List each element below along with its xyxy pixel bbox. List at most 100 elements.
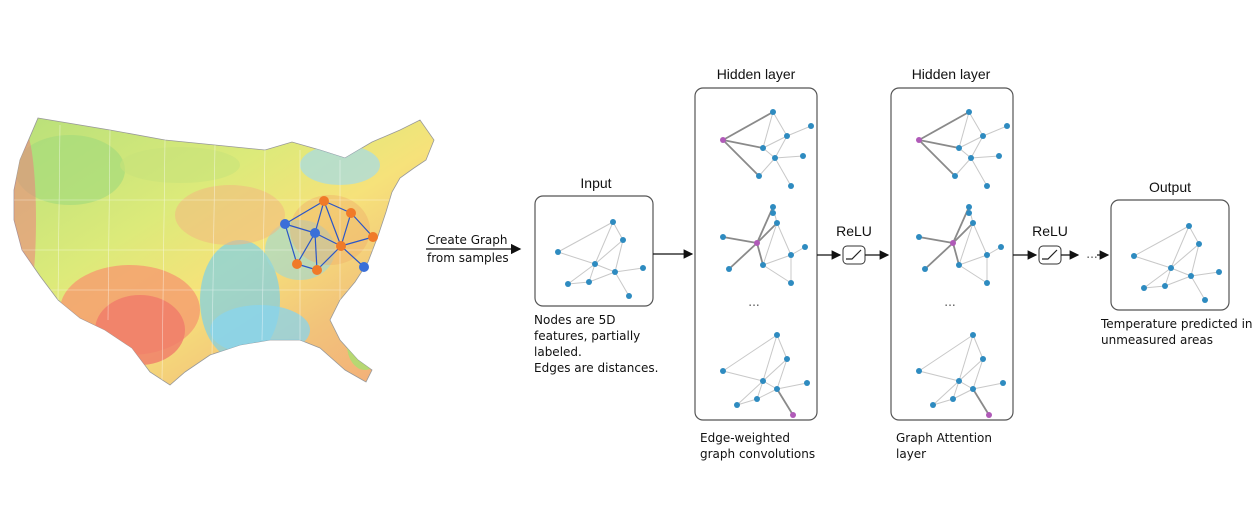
- graph-node: [626, 293, 632, 299]
- state-borders: [14, 124, 392, 381]
- graph-edge: [594, 263, 616, 273]
- graph-edge: [588, 271, 616, 283]
- graph-edge: [774, 157, 792, 187]
- output-graph: [1131, 223, 1222, 303]
- graph-node: [804, 380, 810, 386]
- hidden-layer-1: Hidden layer ...: [694, 66, 818, 421]
- graph-node: [970, 332, 976, 338]
- graph-node: [612, 269, 618, 275]
- graph-edge: [758, 157, 776, 177]
- hidden1-ellipsis: ...: [748, 295, 759, 309]
- graph-node: [726, 266, 732, 272]
- graph-node: [1216, 269, 1222, 275]
- highlighted-graph-node: [720, 137, 726, 143]
- graph-edge: [918, 111, 970, 141]
- graph-edge: [1170, 243, 1200, 269]
- graph-node: [984, 183, 990, 189]
- graph-edge: [918, 370, 960, 382]
- graph-edge: [958, 264, 988, 284]
- graph-edge: [736, 380, 764, 406]
- graph-edge: [786, 125, 812, 137]
- graph-node: [760, 262, 766, 268]
- graph-edge: [918, 139, 956, 177]
- hidden1-caption-line: graph convolutions: [700, 447, 816, 461]
- graph-edge: [567, 281, 590, 285]
- hidden1-graph-2: [720, 204, 808, 286]
- graph-edge: [958, 135, 984, 149]
- graph-edge: [722, 139, 760, 177]
- input-box: [534, 195, 654, 307]
- graph-edge: [776, 222, 792, 256]
- graph-node: [996, 153, 1002, 159]
- graph-node: [610, 219, 616, 225]
- graph-edge: [722, 370, 764, 382]
- graph-edge: [970, 155, 1000, 159]
- relu1-box: [842, 245, 866, 265]
- graph-edge: [958, 111, 970, 149]
- graph-edge: [1133, 225, 1190, 257]
- graph-node: [565, 281, 571, 287]
- hidden1-caption: Edge-weighted graph convolutions: [700, 430, 840, 462]
- graph-edge: [756, 242, 764, 266]
- hidden1-caption-line: Edge-weighted: [700, 431, 790, 445]
- hidden2-caption-line: Graph Attention: [896, 431, 993, 445]
- arrow-label-line1: Create Graph: [427, 233, 508, 247]
- input-caption-line: Edges are distances.: [534, 361, 659, 375]
- graph-node: [774, 386, 780, 392]
- graph-edge: [970, 157, 988, 187]
- hidden2-box: [890, 87, 1014, 421]
- graph-edge: [968, 111, 984, 137]
- graph-node: [966, 109, 972, 115]
- graph-node: [1188, 273, 1194, 279]
- graph-edge: [1164, 275, 1192, 287]
- graph-node: [772, 155, 778, 161]
- map-node: [336, 241, 346, 251]
- input-panel: Input: [534, 175, 654, 307]
- relu2-activation-icon: [1042, 249, 1058, 260]
- output-title: Output: [1149, 179, 1191, 195]
- graph-edge: [1190, 271, 1220, 277]
- graph-edge: [756, 222, 778, 244]
- relu1-activation-icon: [846, 249, 862, 260]
- graph-node: [800, 153, 806, 159]
- highlighted-graph-node: [950, 240, 956, 246]
- graph-edge: [557, 251, 596, 265]
- hidden1-title: Hidden layer: [717, 66, 796, 82]
- input-graph: [555, 219, 646, 299]
- graph-edge: [762, 222, 778, 266]
- graph-edge: [972, 334, 984, 360]
- graph-node: [1186, 223, 1192, 229]
- graph-node: [984, 252, 990, 258]
- map-node: [346, 208, 356, 218]
- graph-node: [774, 332, 780, 338]
- graph-edge: [932, 398, 954, 406]
- graph-edge: [762, 334, 778, 382]
- graph-edge: [1164, 267, 1172, 287]
- graph-node: [968, 155, 974, 161]
- graph-edge: [776, 358, 788, 390]
- output-panel: Output: [1110, 179, 1230, 311]
- graph-node: [922, 266, 928, 272]
- map-node: [319, 196, 329, 206]
- graph-node: [1141, 285, 1147, 291]
- relu-1: ReLU: [817, 223, 890, 265]
- input-caption-line: features, partially: [534, 329, 641, 343]
- graph-node: [760, 145, 766, 151]
- graph-node: [1168, 265, 1174, 271]
- graph-node: [916, 368, 922, 374]
- graph-node: [980, 356, 986, 362]
- graph-node: [1202, 297, 1208, 303]
- graph-node: [808, 123, 814, 129]
- graph-edge: [1143, 285, 1166, 289]
- graph-edge: [932, 380, 960, 406]
- graph-edge: [972, 388, 990, 416]
- us-temperature-map: [13, 117, 435, 386]
- graph-edge: [954, 157, 972, 177]
- graph-node: [952, 173, 958, 179]
- highlighted-graph-node: [916, 137, 922, 143]
- highlighted-graph-node: [790, 412, 796, 418]
- graph-edge: [776, 388, 794, 416]
- graph-node: [756, 173, 762, 179]
- graph-node: [770, 204, 776, 210]
- hidden2-caption-line: layer: [896, 447, 927, 461]
